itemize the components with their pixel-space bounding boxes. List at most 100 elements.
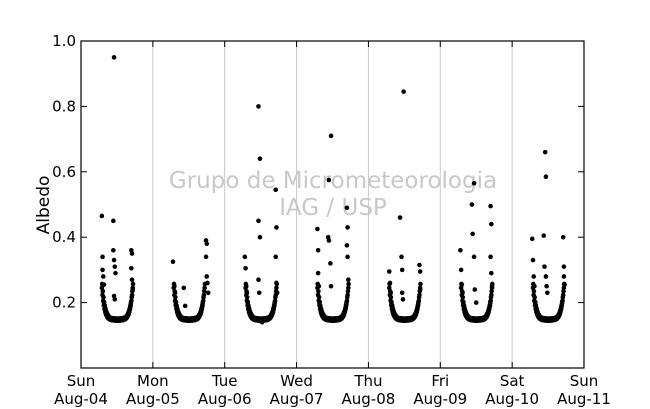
data-point-cluster — [489, 285, 495, 291]
data-point — [129, 265, 134, 271]
data-point — [328, 261, 333, 266]
x-tick-label-date: Aug-08 — [342, 390, 396, 408]
data-point-cluster — [101, 294, 106, 300]
data-point — [344, 205, 350, 211]
data-point — [345, 225, 350, 230]
data-point — [386, 269, 392, 274]
data-point-cluster — [274, 285, 279, 291]
data-point — [257, 156, 263, 162]
watermark: Grupo de Micrometeorologia IAG / USP — [169, 168, 497, 221]
data-point — [256, 104, 261, 109]
data-point-cluster — [490, 281, 495, 287]
data-point — [399, 267, 405, 273]
data-point-cluster — [130, 281, 136, 287]
data-point — [257, 234, 263, 240]
data-point — [242, 254, 248, 260]
x-tick-label-date: Aug-06 — [198, 390, 252, 408]
data-point — [400, 297, 406, 302]
data-points — [99, 55, 567, 325]
data-point — [417, 269, 423, 274]
data-point — [328, 133, 334, 139]
y-tick-label: 0.4 — [52, 228, 76, 246]
data-point — [181, 285, 187, 291]
watermark-line-2: IAG / USP — [279, 195, 387, 221]
data-point-cluster — [345, 288, 351, 294]
data-point-cluster — [344, 298, 350, 304]
watermark-line-1: Grupo de Micrometeorologia — [169, 168, 497, 194]
data-point-cluster — [130, 285, 136, 291]
data-point-cluster — [416, 298, 422, 304]
data-point-cluster — [272, 298, 278, 304]
data-point — [346, 277, 351, 283]
data-point-cluster — [418, 281, 423, 287]
data-point — [111, 257, 117, 263]
data-point — [256, 290, 262, 296]
data-point-cluster — [488, 298, 493, 304]
data-point — [326, 238, 332, 243]
data-point — [488, 254, 493, 260]
data-point — [542, 264, 547, 269]
x-tick-label-date: Aug-05 — [126, 390, 180, 408]
x-tick-label-day: Sun — [67, 372, 96, 390]
data-point — [469, 202, 475, 207]
data-point — [203, 254, 209, 260]
data-point-cluster — [202, 281, 208, 287]
data-point-cluster — [129, 292, 135, 298]
data-point-cluster — [346, 281, 351, 287]
data-point — [399, 254, 404, 260]
y-tick-label: 0.2 — [52, 294, 76, 312]
data-point-cluster — [561, 285, 567, 291]
data-point-cluster — [561, 281, 567, 287]
x-tick-label-day: Wed — [280, 372, 313, 390]
data-point — [111, 247, 116, 253]
data-point-cluster — [202, 285, 207, 291]
x-tick-label-day: Sun — [570, 372, 599, 390]
data-point-cluster — [489, 288, 494, 294]
data-point — [345, 254, 350, 260]
data-point — [112, 264, 118, 269]
x-tick-label-day: Thu — [353, 372, 382, 390]
plot-frame — [80, 40, 585, 369]
data-point-cluster — [417, 288, 423, 294]
data-point — [111, 218, 116, 224]
x-tick-label-date: Aug-04 — [54, 390, 108, 408]
data-point-cluster — [417, 292, 422, 298]
data-point — [560, 234, 566, 240]
data-point — [401, 89, 406, 94]
data-point — [100, 274, 106, 279]
data-point — [344, 243, 350, 248]
data-point-cluster — [346, 285, 351, 291]
data-point — [544, 283, 549, 289]
y-axis-label: Albedo — [34, 176, 54, 235]
data-point-cluster — [345, 292, 350, 298]
data-point-cluster — [315, 281, 320, 287]
data-point-cluster — [200, 298, 206, 304]
y-tick-label: 1.0 — [52, 32, 76, 50]
data-point-cluster — [417, 285, 423, 291]
data-point — [256, 277, 261, 283]
data-point-cluster — [489, 292, 494, 298]
data-point — [113, 270, 118, 276]
data-point — [182, 303, 188, 309]
data-point-cluster — [173, 294, 178, 300]
data-point-cluster — [560, 298, 565, 304]
data-point — [399, 290, 405, 296]
data-point-cluster — [100, 288, 106, 294]
data-point — [530, 257, 536, 263]
data-point-cluster — [560, 292, 566, 298]
data-point-cluster — [316, 294, 322, 300]
data-point — [204, 274, 210, 279]
data-point — [112, 297, 118, 302]
data-point — [417, 262, 422, 268]
data-point — [531, 274, 536, 279]
data-point-cluster — [459, 288, 465, 294]
data-point — [315, 226, 320, 232]
x-tick-label-date: Aug-11 — [557, 390, 611, 408]
data-point — [489, 221, 494, 227]
data-point-cluster — [243, 281, 249, 287]
data-point-cluster — [244, 288, 249, 294]
data-point-cluster — [273, 292, 279, 298]
data-point — [561, 274, 567, 279]
x-tick-label-day: Sat — [500, 372, 525, 390]
data-point — [561, 264, 567, 269]
